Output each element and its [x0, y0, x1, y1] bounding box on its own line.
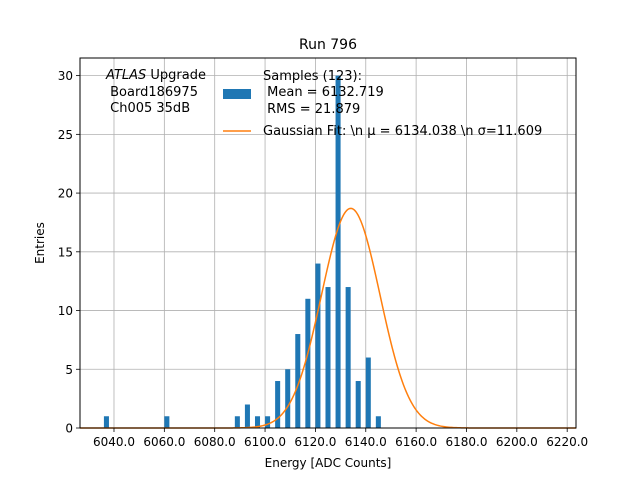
histogram-bar — [275, 381, 281, 428]
x-tick-label: 6220.0 — [546, 435, 588, 449]
atlas-annotation: ATLAS Upgrade Board186975 Ch005 35dB — [105, 68, 206, 116]
x-tick-label: 6120.0 — [294, 435, 336, 449]
histogram-bar — [365, 357, 371, 428]
y-axis-ticks: 0 5 10 15 20 25 30 — [58, 69, 80, 436]
histogram-bar — [234, 416, 240, 428]
y-tick-label: 20 — [58, 187, 73, 201]
histogram-bar — [345, 287, 351, 428]
x-tick-label: 6200.0 — [496, 435, 538, 449]
annotation-line-1: ATLAS Upgrade — [105, 68, 206, 83]
y-axis-label: Entries — [33, 222, 47, 264]
x-tick-label: 6060.0 — [143, 435, 185, 449]
y-tick-label: 5 — [65, 363, 73, 377]
x-tick-label: 6160.0 — [395, 435, 437, 449]
histogram-bar — [335, 75, 341, 428]
histogram-bar — [254, 416, 261, 428]
y-tick-label: 25 — [58, 128, 73, 142]
annotation-line-3: Ch005 35dB — [106, 101, 190, 116]
histogram-bar — [265, 416, 271, 428]
legend-hist-label-line-3: RMS = 21.879 — [263, 102, 360, 117]
legend-hist-label-line-1: Samples (123): — [263, 69, 362, 84]
x-axis-ticks: 6040.0 6060.0 6080.0 6100.0 6120.0 6140.0 6160… — [93, 428, 588, 449]
y-tick-label: 0 — [65, 422, 73, 436]
histogram-bar — [285, 369, 291, 428]
x-tick-label: 6080.0 — [194, 435, 236, 449]
histogram-bar — [164, 416, 170, 428]
histogram-bar — [315, 263, 321, 428]
x-tick-label: 6180.0 — [445, 435, 487, 449]
histogram-bar — [355, 381, 361, 428]
chart-title: Run 796 — [299, 37, 357, 53]
y-tick-label: 30 — [58, 69, 73, 83]
plot-frame — [79, 57, 577, 429]
legend: Samples (123): Mean = 6132.719 RMS = 21.… — [223, 69, 542, 139]
histogram-bar — [103, 416, 109, 428]
y-tick-label: 10 — [58, 304, 73, 318]
x-tick-label: 6100.0 — [244, 435, 286, 449]
histogram-bar — [244, 404, 250, 428]
histogram-bar — [325, 287, 331, 428]
x-tick-label: 6040.0 — [93, 435, 135, 449]
legend-hist-label-line-2: Mean = 6132.719 — [263, 85, 384, 100]
legend-hist-swatch — [223, 89, 251, 99]
histogram-bar — [375, 416, 381, 428]
legend-fit-label: Gaussian Fit: \n μ = 6134.038 \n σ=11.60… — [263, 124, 542, 139]
y-tick-label: 15 — [58, 245, 73, 259]
x-tick-label: 6140.0 — [345, 435, 387, 449]
annotation-line-2: Board186975 — [106, 85, 198, 100]
histogram-bar — [305, 298, 311, 428]
x-axis-label: Energy [ADC Counts] — [265, 456, 392, 470]
histogram-bar — [295, 334, 301, 428]
histogram-bars — [103, 75, 381, 428]
